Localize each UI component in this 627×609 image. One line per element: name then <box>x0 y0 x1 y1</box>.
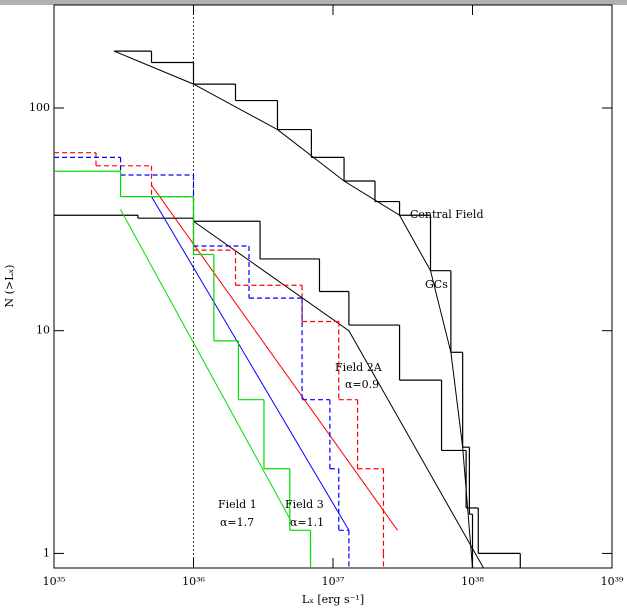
x-tick-label: 10³⁷ <box>322 575 345 588</box>
y-tick-label: 10 <box>36 324 50 337</box>
annotation: Central Field <box>410 208 483 221</box>
annotation: Field 1 <box>218 498 257 511</box>
fit-line <box>120 209 292 522</box>
x-tick-label: 10³⁹ <box>601 575 624 588</box>
x-tick-label: 10³⁵ <box>43 575 66 588</box>
annotation: α=1.7 <box>220 516 254 529</box>
fit-line <box>113 50 473 569</box>
annotation: α=0.9 <box>345 378 379 391</box>
fit-line <box>151 196 350 531</box>
fit-line <box>193 220 484 569</box>
y-tick-label: 1 <box>43 546 50 559</box>
annotation: Field 3 <box>285 498 324 511</box>
x-axis-label: Lₓ [erg s⁻¹] <box>302 593 364 606</box>
x-tick-label: 10³⁸ <box>461 575 484 588</box>
fit-line <box>151 184 398 531</box>
y-axis-label: N (>Lₓ) <box>3 265 16 308</box>
annotation: α=1.1 <box>290 516 324 529</box>
annotation: Field 2A <box>335 361 383 374</box>
plot-frame <box>53 4 613 569</box>
annotation: GCs <box>425 278 448 291</box>
x-tick-label: 10³⁶ <box>182 575 205 588</box>
y-tick-label: 100 <box>29 101 50 114</box>
window-bar <box>0 0 627 5</box>
